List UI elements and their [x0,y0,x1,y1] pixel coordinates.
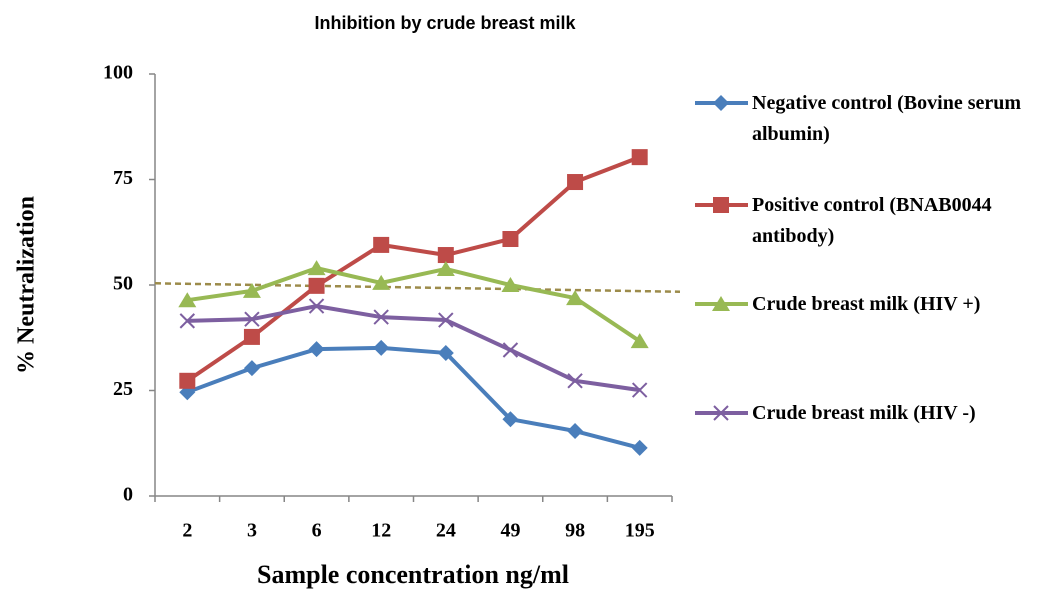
y-axis-title: % Neutralization [14,196,40,374]
marker [179,372,196,389]
trendline [154,282,681,294]
x-axis-title: Sample concentration ng/ml [257,560,569,589]
marker [242,282,261,298]
marker [373,236,390,253]
x-tick-label: 6 [312,520,322,542]
x-tick-label: 98 [565,520,585,542]
series-line [187,304,640,393]
x-tick-label: 12 [371,520,391,542]
marker [373,309,389,325]
legend-label: Crude breast milk (HIV -) [752,402,976,424]
x-tick-label: 2 [182,520,192,542]
chart-title: Inhibition by crude breast milk [314,13,576,33]
marker [307,260,326,276]
marker [179,313,196,329]
marker [438,312,454,328]
series-line [186,345,641,450]
marker [502,231,519,248]
marker [502,411,519,428]
marker [243,328,260,345]
marker [631,382,648,398]
marker [630,333,649,349]
y-tick-label: 50 [113,273,133,295]
marker [243,360,260,377]
series-line [186,155,641,383]
y-tick-label: 25 [113,378,133,400]
marker [566,290,585,306]
marker [244,311,260,327]
legend-label: Crude breast milk (HIV +) [752,293,981,315]
legend-marker [713,197,729,213]
legend-marker [713,95,729,111]
marker [308,277,325,294]
marker [567,423,584,440]
x-tick-label: 3 [247,520,257,542]
marker [567,174,584,191]
marker [437,344,454,361]
marker [631,149,648,166]
legend-label: Positive control (BNAB0044 antibody) [752,194,992,247]
x-tick-label: 24 [436,520,456,542]
marker [631,439,648,456]
marker [372,274,391,290]
marker [308,298,325,314]
y-tick-label: 100 [103,62,133,84]
marker [436,260,455,276]
x-tick-label: 195 [625,520,655,542]
marker [373,339,390,356]
legend-marker [713,405,729,421]
marker [502,342,519,358]
marker [178,292,197,308]
series-line [187,266,641,343]
y-tick-label: 0 [123,484,133,506]
x-tick-label: 49 [500,520,520,542]
marker [308,341,325,358]
legend-marker [712,296,730,311]
y-tick-label: 75 [113,167,133,189]
marker [501,277,520,292]
marker [437,247,454,264]
legend-label: Negative control (Bovine serum albumin) [752,92,1022,145]
marker [567,373,583,389]
